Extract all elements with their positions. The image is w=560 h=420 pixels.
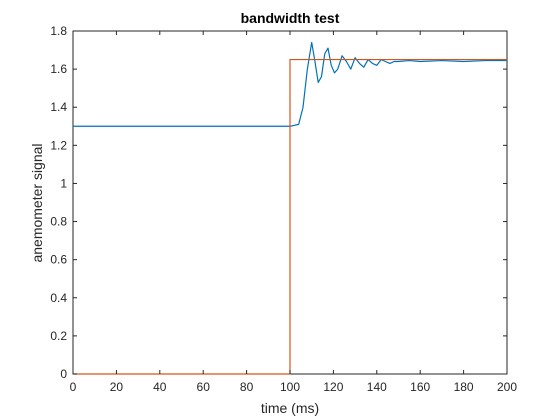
y-tick-label: 0 (60, 367, 67, 381)
chart-title: bandwidth test (241, 10, 340, 26)
x-tick-label: 160 (410, 380, 430, 394)
x-tick-label: 60 (197, 380, 211, 394)
y-tick-label: 1.2 (50, 138, 67, 152)
x-tick-label: 20 (110, 380, 124, 394)
x-tick-label: 120 (323, 380, 343, 394)
x-axis-ticks: 0 20 40 60 80 100 120 140 160 180 200 (70, 31, 517, 394)
y-tick-label: 1 (60, 176, 67, 190)
y-tick-label: 0.2 (50, 329, 67, 343)
x-tick-label: 140 (367, 380, 387, 394)
y-tick-label: 1.6 (50, 62, 67, 76)
x-tick-label: 0 (70, 380, 77, 394)
y-tick-label: 1.8 (50, 24, 67, 38)
x-tick-label: 200 (497, 380, 517, 394)
x-tick-label: 100 (280, 380, 300, 394)
y-tick-label: 1.4 (50, 100, 67, 114)
series-line-2 (73, 58, 507, 375)
y-tick-label: 0.8 (50, 215, 67, 229)
y-tick-label: 0.4 (50, 291, 67, 305)
y-tick-label: 0.6 (50, 253, 67, 267)
series-layer (73, 41, 507, 375)
x-tick-label: 180 (454, 380, 474, 394)
x-axis-label: time (ms) (261, 400, 319, 416)
series-line-1 (73, 41, 507, 127)
y-axis-ticks: 0 0.2 0.4 0.6 0.8 1 1.2 1.4 1.6 1.8 (50, 24, 507, 381)
y-axis-label: anemometer signal (29, 143, 45, 262)
x-tick-label: 80 (240, 380, 254, 394)
x-tick-label: 40 (153, 380, 167, 394)
